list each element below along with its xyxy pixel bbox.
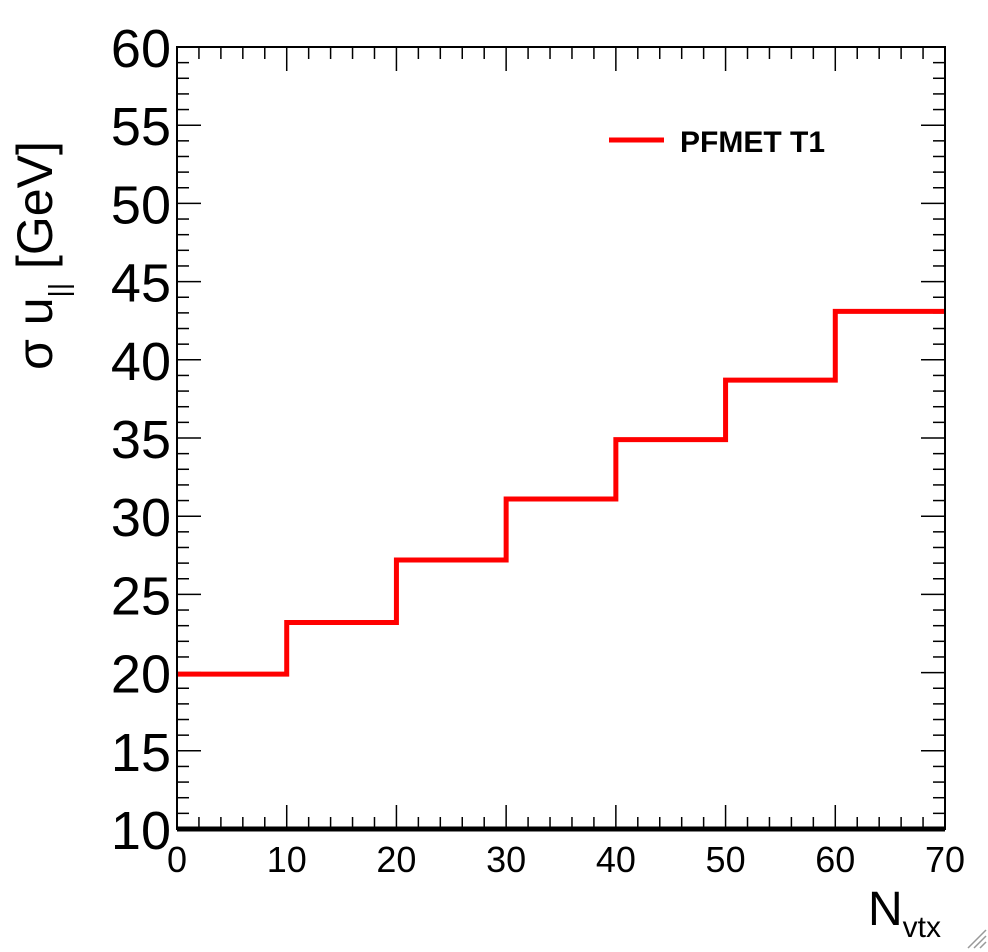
y-tick-label: 40 xyxy=(111,332,171,392)
y-tick-label: 55 xyxy=(111,97,171,157)
y-tick-label: 15 xyxy=(111,723,171,783)
x-tick-label: 0 xyxy=(167,839,187,880)
y-axis-title-suffix: [GeV] xyxy=(7,141,63,283)
x-tick-label: 50 xyxy=(706,839,746,880)
x-axis-title-main: N xyxy=(868,883,903,936)
legend: PFMET T1 xyxy=(609,126,825,159)
plot-frame xyxy=(176,46,946,830)
resize-grip-icon[interactable] xyxy=(967,929,987,949)
x-tick-label: 70 xyxy=(925,839,965,880)
y-tick-label: 50 xyxy=(111,175,171,235)
y-axis-title: σ u|| [GeV] xyxy=(7,141,74,370)
x-tick-label: 20 xyxy=(376,839,416,880)
x-tick-label: 60 xyxy=(815,839,855,880)
y-axis-title-sub: || xyxy=(43,283,74,298)
x-tick-label: 40 xyxy=(596,839,636,880)
x-axis-title: Nvtx xyxy=(868,883,941,944)
x-axis-title-sub: vtx xyxy=(903,911,941,944)
y-tick-label: 25 xyxy=(111,566,171,626)
y-tick-label: 35 xyxy=(111,410,171,470)
series-line-pfmet-t1 xyxy=(177,308,945,677)
x-tick-labels: 0 10 20 30 40 50 60 70 xyxy=(167,839,965,880)
y-tick-label: 20 xyxy=(111,645,171,705)
y-tick-label: 10 xyxy=(111,801,171,861)
y-tick-label: 60 xyxy=(111,19,171,79)
y-tick-label: 30 xyxy=(111,488,171,548)
y-tick-labels: 10 15 20 25 30 35 40 45 50 55 60 xyxy=(111,19,171,861)
y-tick-label: 45 xyxy=(111,254,171,314)
x-tick-label: 10 xyxy=(267,839,307,880)
y-axis-title-prefix: σ u xyxy=(7,297,63,370)
legend-label-pfmet-t1: PFMET T1 xyxy=(680,126,825,159)
axis-ticks xyxy=(176,46,946,830)
x-tick-label: 30 xyxy=(486,839,526,880)
